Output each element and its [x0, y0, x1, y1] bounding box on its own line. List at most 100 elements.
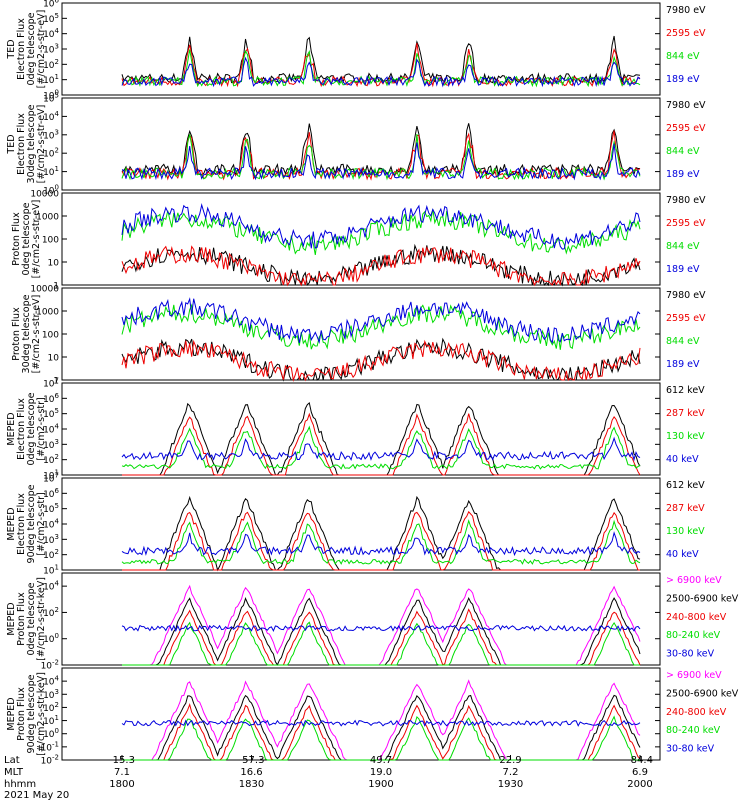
y-axis-label: Proton Flux [16, 687, 27, 741]
series-trace [122, 510, 640, 571]
y-tick-label: 1000 [36, 213, 59, 223]
y-axis-label: [#/cm2-s-str-eV] [31, 295, 42, 374]
y-axis-label: 90deg telescope [26, 674, 37, 753]
legend-entry: 30-80 keV [666, 649, 715, 660]
legend-entry: 30-80 keV [666, 744, 715, 755]
x-tick-label: 22.9 [499, 755, 521, 766]
series-trace [121, 719, 641, 728]
x-tick-label: 7.1 [114, 767, 130, 778]
legend-entry: 612 keV [666, 480, 705, 491]
y-axis-label: MEPED [6, 507, 17, 540]
series-trace [121, 130, 641, 181]
x-tick-label: 19.0 [370, 767, 392, 778]
y-tick-label: 10000 [30, 190, 59, 200]
y-tick-label: 1 [53, 377, 59, 387]
legend-entry: 287 keV [666, 503, 705, 514]
y-axis-label: 30deg telescope [26, 104, 37, 183]
legend-entry: 189 eV [666, 169, 700, 180]
legend-entry: 2500-6900 keV [666, 593, 739, 604]
legend-entry: 240-800 keV [666, 612, 727, 623]
x-tick-label: 1930 [498, 779, 523, 790]
legend-entry: > 6900 keV [666, 670, 722, 681]
legend-entry: 40 keV [666, 549, 699, 560]
legend-entry: 80-240 keV [666, 725, 721, 736]
x-tick-label: 16.6 [240, 767, 262, 778]
x-tick-label: -84.4 [627, 755, 653, 766]
legend-entry: 130 keV [666, 431, 705, 442]
series-trace [121, 436, 641, 462]
series-trace [121, 245, 641, 287]
y-axis-label: 30deg telescope [21, 294, 32, 373]
y-axis-label: MEPED [6, 697, 17, 730]
series-trace [121, 56, 641, 88]
legend-entry: 189 eV [666, 264, 700, 275]
legend-entry: 2595 eV [666, 123, 706, 134]
flux-panel-3: 1 10 100 1000 10000 Proton Flux 0deg telescope… [11, 190, 706, 292]
x-tick-label: 1800 [109, 779, 134, 790]
x-row-label-lat: Lat [4, 755, 20, 766]
legend-entry: 130 keV [666, 526, 705, 537]
x-tick-label: 1830 [239, 779, 264, 790]
y-axis-label: [#/cm2-s-str-eV] [36, 105, 47, 184]
legend-entry: 287 keV [666, 408, 705, 419]
date-label: 2021 May 20 [4, 790, 69, 800]
y-axis-label: TED [6, 134, 17, 154]
series-trace [122, 412, 641, 476]
y-axis-label: [#/cm2-s-str-keV] [36, 577, 47, 661]
y-axis-label: Electron Flux [16, 113, 27, 175]
series-trace [121, 297, 641, 344]
x-tick-label: -15.3 [109, 755, 135, 766]
y-axis-label: [#/cm2-s-str] [36, 492, 47, 555]
y-axis-label: Electron Flux [16, 493, 27, 555]
y-axis-label: Proton Flux [16, 592, 27, 646]
series-trace [121, 519, 641, 565]
legend-entry: 40 keV [666, 454, 699, 465]
y-tick-label: 100 [42, 236, 59, 246]
legend-entry: > 6900 keV [666, 575, 722, 586]
series-trace [121, 133, 641, 181]
series-trace [121, 339, 641, 382]
legend-entry: 189 eV [666, 359, 700, 370]
y-tick-label: 1 [53, 282, 59, 292]
x-tick-label: 49.7 [370, 755, 392, 766]
x-tick-label: 6.9 [632, 767, 648, 778]
y-tick-label: 10000 [30, 285, 59, 295]
x-tick-label: -57.3 [239, 755, 265, 766]
legend-entry: 80-240 keV [666, 630, 721, 641]
legend-entry: 2500-6900 keV [666, 688, 739, 699]
legend-entry: 7980 eV [666, 195, 706, 206]
y-axis-label: 0deg telescope [26, 12, 37, 85]
legend-entry: 7980 eV [666, 290, 706, 301]
x-tick-label: 1900 [368, 779, 393, 790]
x-tick-label: 7.2 [503, 767, 519, 778]
y-tick-label: 10 [48, 354, 60, 364]
y-axis-label: 90deg telescope [26, 484, 37, 563]
y-tick-label: 106 [43, 0, 59, 10]
y-tick-label: 1000 [36, 308, 59, 318]
legend-entry: 2595 eV [666, 218, 706, 229]
y-axis-label: MEPED [6, 602, 17, 635]
y-axis-label: [#/cm2-s-str] [36, 397, 47, 460]
y-axis-label: 0deg telescope [26, 582, 37, 655]
legend-entry: 612 keV [666, 385, 705, 396]
x-axis-labels: Lat MLT hhmm 2021 May 20 -15.3 -57.3 49.7 2… [4, 755, 653, 800]
legend-entry: 844 eV [666, 336, 700, 347]
series-trace [122, 621, 640, 666]
y-axis-label: Proton Flux [11, 212, 22, 266]
series-trace [121, 142, 641, 181]
legend-entry: 7980 eV [666, 5, 706, 16]
y-axis-label: [#/cm2-s-str-keV] [36, 672, 47, 756]
y-axis-label: Proton Flux [11, 307, 22, 361]
x-tick-label: 2000 [627, 779, 652, 790]
y-axis-label: Electron Flux [16, 18, 27, 80]
legend-entry: 2595 eV [666, 28, 706, 39]
legend-entry: 2595 eV [666, 313, 706, 324]
flux-panel-4: 1 10 100 1000 10000 Proton Flux 30deg telescop… [11, 285, 706, 387]
series-trace [121, 425, 641, 470]
legend-entry: 844 eV [666, 146, 700, 157]
